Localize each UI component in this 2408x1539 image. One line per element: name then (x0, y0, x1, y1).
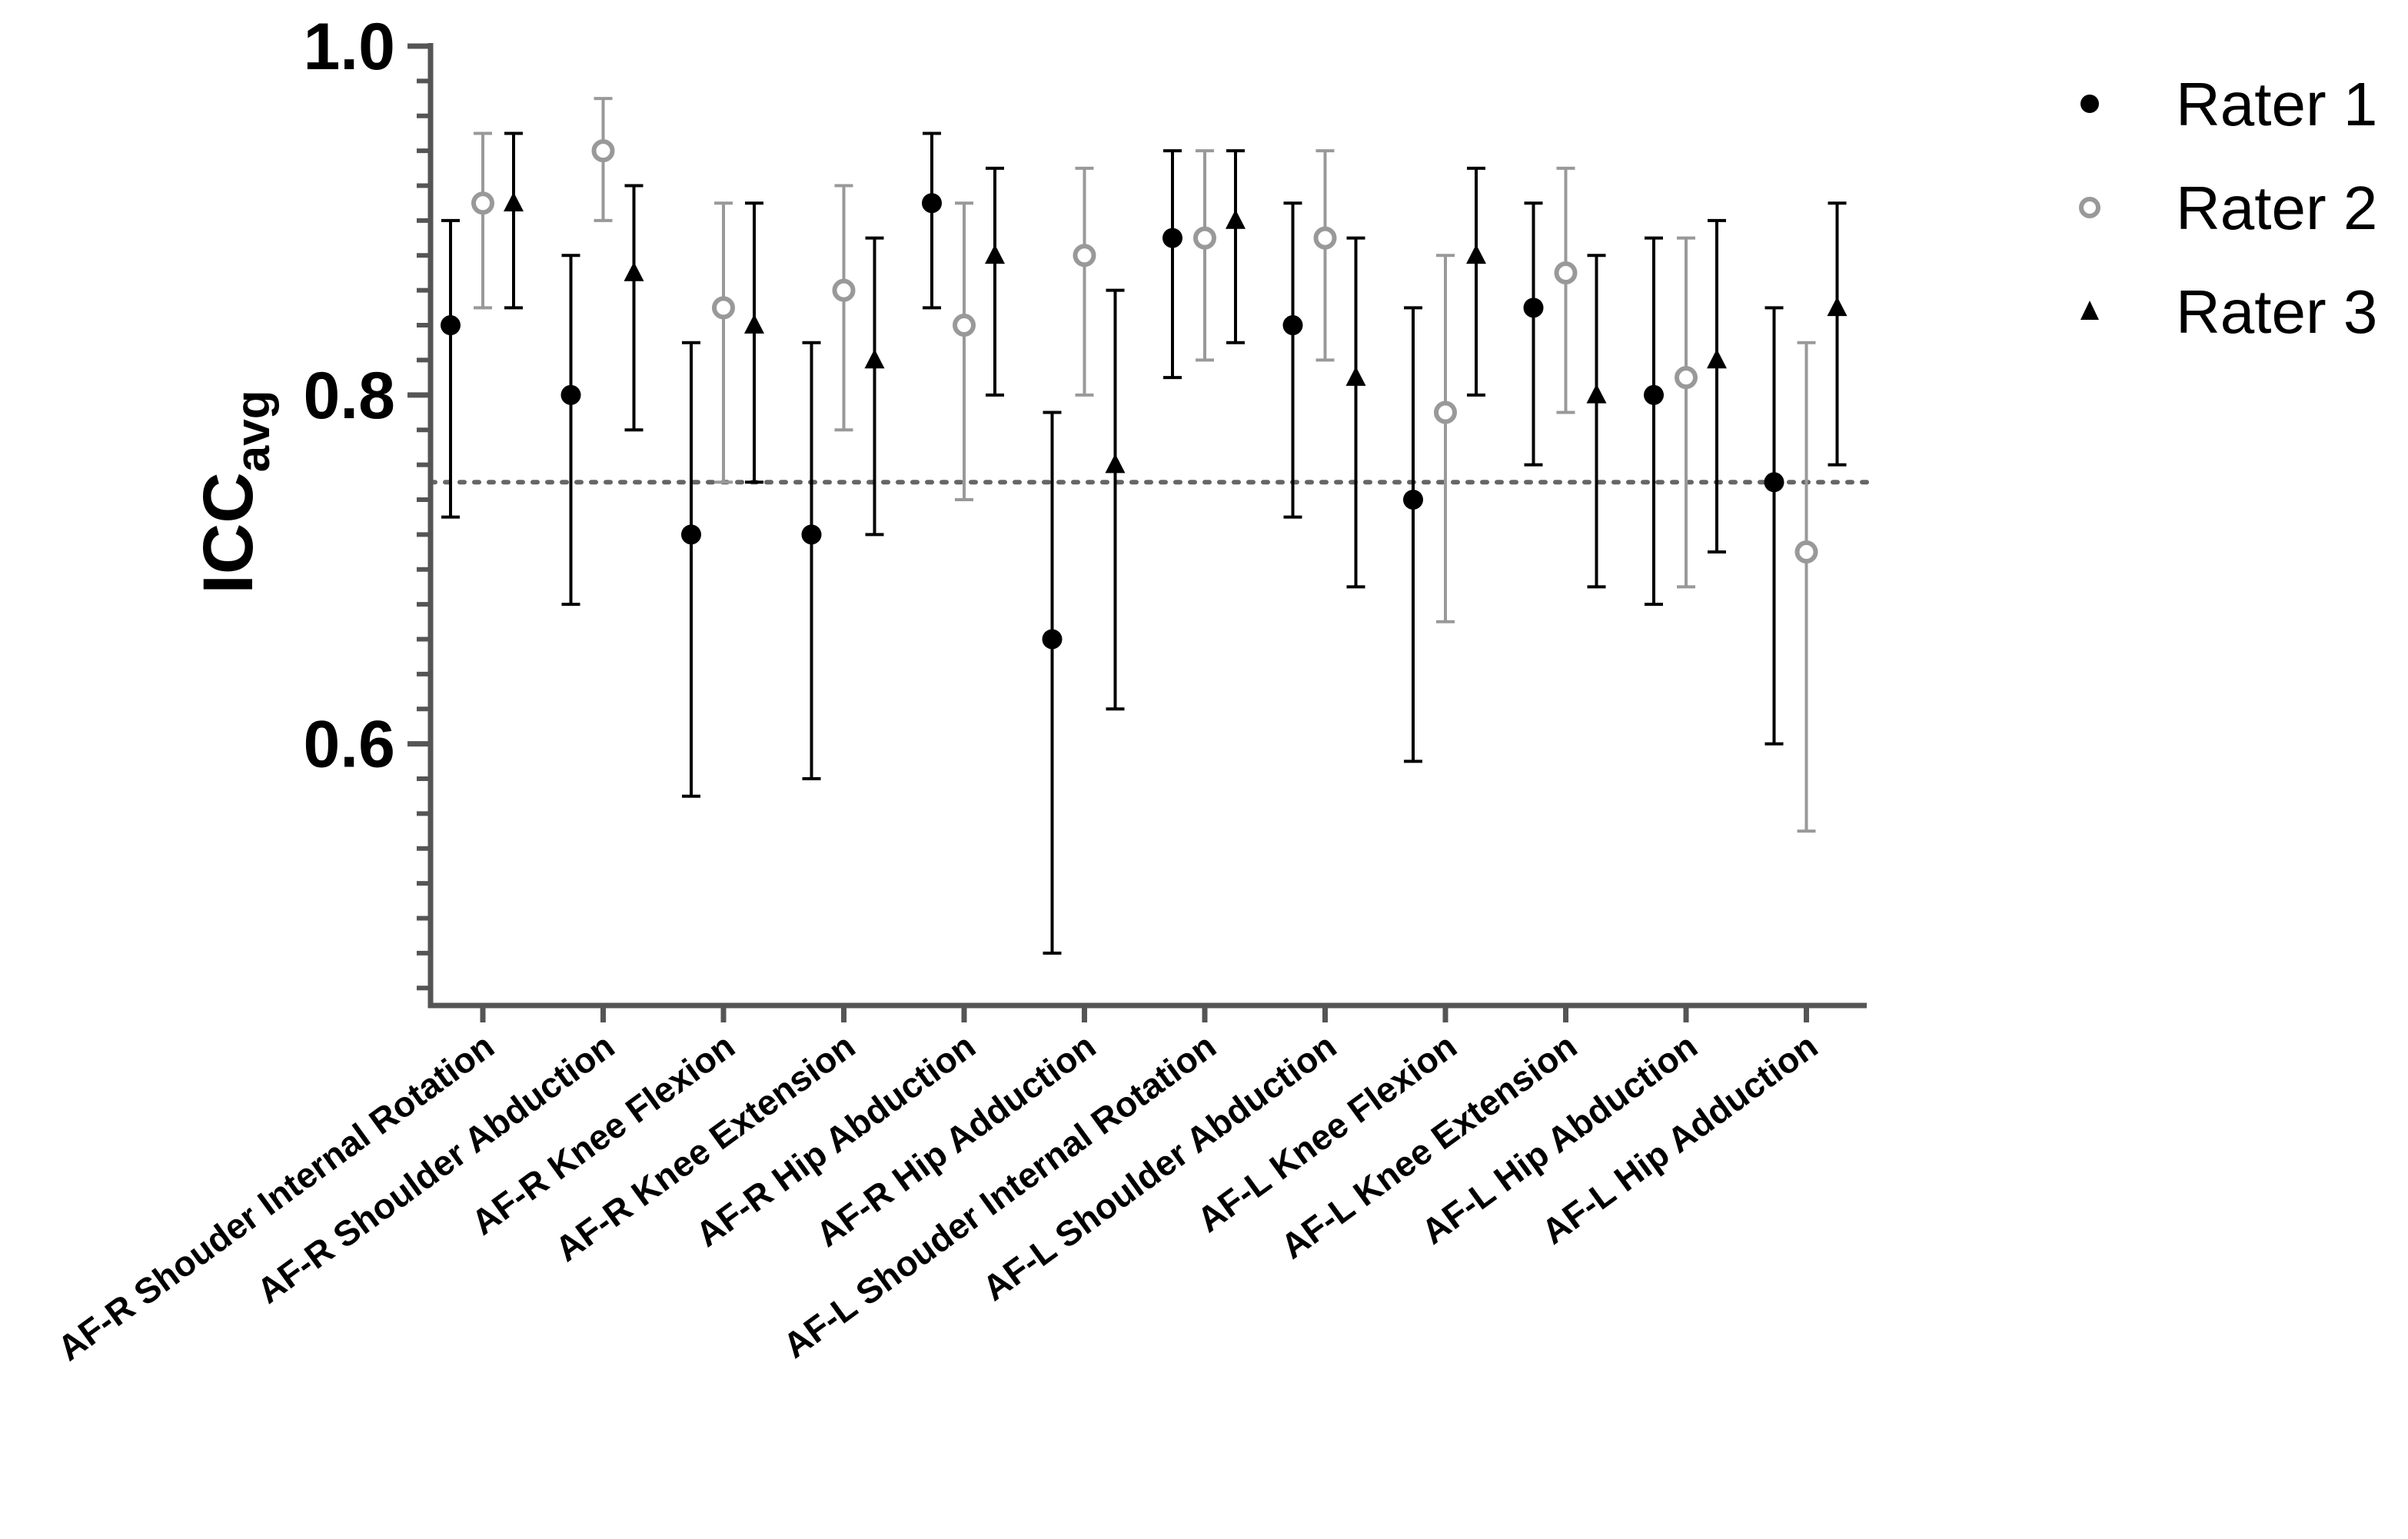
data-point (1644, 384, 1664, 405)
legend-marker (2080, 301, 2099, 320)
series-rater-2 (471, 97, 1818, 833)
data-point (591, 139, 615, 163)
data-point (471, 191, 494, 215)
y-tick-label: 0.6 (303, 708, 395, 782)
legend-label: Rater 3 (2176, 278, 2377, 346)
data-point (1586, 384, 1607, 404)
data-point (1827, 296, 1848, 317)
axes: 0.6 0.8 1.0 AF-R Shouder Internal Rotation… (50, 10, 1867, 1368)
data-point (922, 193, 942, 214)
data-point (1466, 244, 1486, 264)
data-point (1282, 315, 1303, 336)
y-tick-label: 1.0 (303, 10, 395, 84)
data-point (1794, 540, 1818, 564)
data-point (801, 524, 822, 545)
series-rater-1 (441, 131, 1784, 955)
data-point (560, 384, 581, 405)
data-point (1707, 349, 1727, 369)
data-point (1403, 489, 1423, 510)
x-tick-label: AF-R Shouder Internal Rotation (50, 1025, 501, 1368)
y-axis-title: ICCavg (189, 390, 280, 593)
data-point (712, 296, 735, 320)
y-axis-ticks: 0.6 0.8 1.0 (303, 10, 431, 991)
data-point (1313, 226, 1337, 250)
data-point (1675, 366, 1698, 390)
data-point (864, 349, 885, 369)
y-axis-title-subscript: avg (227, 390, 280, 472)
data-point (1162, 228, 1182, 248)
data-point (1073, 244, 1096, 268)
data-point (441, 315, 461, 336)
legend: Rater 1 Rater 2 Rater 3 (2079, 70, 2377, 346)
data-point (1042, 629, 1063, 650)
data-point (681, 524, 701, 545)
legend-item: Rater 1 (2080, 70, 2377, 138)
data-point (985, 244, 1005, 264)
data-point (1345, 366, 1366, 386)
data-point (953, 314, 976, 337)
data-point (744, 314, 764, 334)
legend-marker (2080, 95, 2099, 113)
legend-label: Rater 2 (2176, 174, 2377, 242)
legend-label: Rater 1 (2176, 70, 2377, 138)
series-rater-3 (504, 131, 1848, 711)
legend-marker (2079, 197, 2100, 218)
data-point (832, 278, 856, 302)
data-series (441, 97, 1848, 955)
x-tick-label: AF-L Shouder Internal Rotation (776, 1025, 1223, 1366)
data-point (1193, 226, 1216, 250)
y-axis-title-main: ICC (189, 472, 268, 593)
data-point (1764, 472, 1784, 493)
data-point (1226, 209, 1246, 229)
data-point (1105, 454, 1126, 474)
data-point (1523, 297, 1544, 318)
data-point (1554, 261, 1578, 284)
legend-item: Rater 3 (2080, 278, 2377, 346)
y-tick-label: 0.8 (303, 359, 395, 433)
data-point (624, 261, 644, 281)
data-point (1434, 401, 1457, 424)
data-point (504, 191, 524, 212)
legend-item: Rater 2 (2079, 174, 2377, 242)
